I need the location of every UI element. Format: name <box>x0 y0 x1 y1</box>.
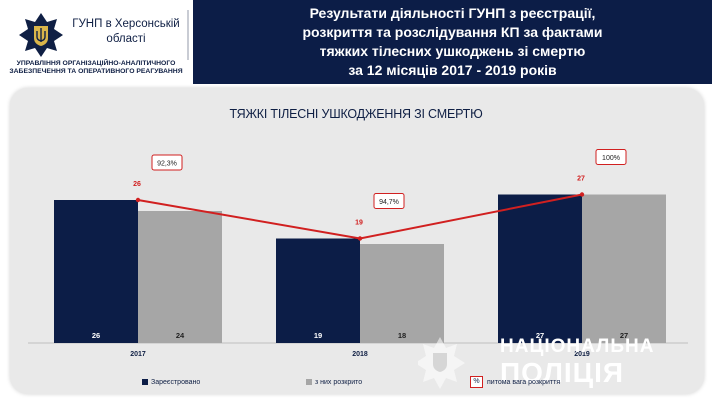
line-value-label-2019: 27 <box>577 176 585 183</box>
report-title-banner: Результати діяльності ГУНП з реєстрації,… <box>193 0 712 84</box>
percent-callout-label-2017: 92,3% <box>157 161 177 168</box>
report-title-line4: за 12 місяців 2017 - 2019 років <box>348 62 557 78</box>
report-title-line1: Результати діяльності ГУНП з реєстрації, <box>309 5 596 21</box>
legend-item-solved: з них розкрито <box>306 376 362 388</box>
watermark-line2: ПОЛІЦІЯ <box>500 357 624 388</box>
x-tick-label-2017: 2017 <box>130 351 146 358</box>
legend-item-registered: Зареєстровано <box>142 376 200 388</box>
percent-callout-label-2019: 100% <box>602 155 620 162</box>
department-line1: УПРАВЛІННЯ ОРГАНІЗАЦІЙНО-АНАЛІТИЧНОГО <box>16 60 176 67</box>
bar-value-label-registered-2019: 27 <box>536 331 544 340</box>
bar-value-label-solved-2017: 24 <box>176 331 185 340</box>
header-divider <box>187 10 189 60</box>
chart-title: ТЯЖКІ ТІЛЕСНІ УШКОДЖЕННЯ ЗІ СМЕРТЮ <box>229 107 483 121</box>
org-title-line2: області <box>106 33 146 45</box>
percent-callout-box-2018 <box>373 193 405 209</box>
bar-value-label-registered-2018: 19 <box>314 331 322 340</box>
bar-solved-2018 <box>360 244 444 343</box>
line-point-2018 <box>357 236 363 241</box>
org-title-line1: ГУНП в Херсонській <box>72 18 180 30</box>
line-point-2019 <box>579 192 585 197</box>
percent-callout-label-2018: 94,7% <box>379 199 399 206</box>
percent-callout-box-2017 <box>151 154 183 171</box>
report-title-line2: розкриття та розслідування КП за фактами <box>302 24 603 40</box>
report-title-line3: тяжких тілесних ушкоджень зі смертю <box>319 43 586 59</box>
department-name: УПРАВЛІННЯ ОРГАНІЗАЦІЙНО-АНАЛІТИЧНОГО ЗА… <box>4 60 188 76</box>
bar-solved-2019 <box>582 194 666 343</box>
legend-swatch-registered <box>142 379 148 385</box>
x-tick-label-2018: 2018 <box>352 351 368 358</box>
bar-registered-2017 <box>54 200 138 343</box>
report-title: Результати діяльності ГУНП з реєстрації,… <box>193 4 712 80</box>
percent-callout-box-2019 <box>595 149 627 165</box>
legend-swatch-percent: % <box>470 376 483 388</box>
bar-registered-2019 <box>498 194 582 343</box>
bar-value-label-registered-2017: 26 <box>92 331 100 340</box>
watermark-line1: НАЦІОНАЛЬНА <box>500 336 655 357</box>
org-title: ГУНП в Херсонській області <box>70 17 182 47</box>
legend-label-registered: Зареєстровано <box>151 378 201 386</box>
line-value-label-2018: 19 <box>355 220 363 227</box>
legend-item-percent: % питома вага розкриття <box>470 376 560 388</box>
header-branding: ГУНП в Херсонській області УПРАВЛІННЯ ОР… <box>0 0 192 84</box>
watermark-emblem-icon <box>418 337 465 389</box>
department-line2: ЗАБЕЗПЕЧЕННЯ ТА ОПЕРАТИВНОГО РЕАГУВАННЯ <box>9 68 183 75</box>
bar-solved-2017 <box>138 211 222 343</box>
line-value-label-2017: 26 <box>133 181 141 188</box>
x-tick-label-2019: 2019 <box>574 351 590 358</box>
bar-registered-2018 <box>276 238 360 343</box>
bar-value-label-solved-2019: 27 <box>620 331 628 340</box>
police-emblem-icon <box>19 13 63 57</box>
legend-label-percent: питома вага розкриття <box>487 378 561 386</box>
bar-value-label-solved-2018: 18 <box>398 331 406 340</box>
line-point-2017 <box>135 197 141 203</box>
legend-swatch-solved <box>306 379 312 385</box>
legend-label-solved: з них розкрито <box>315 378 363 386</box>
